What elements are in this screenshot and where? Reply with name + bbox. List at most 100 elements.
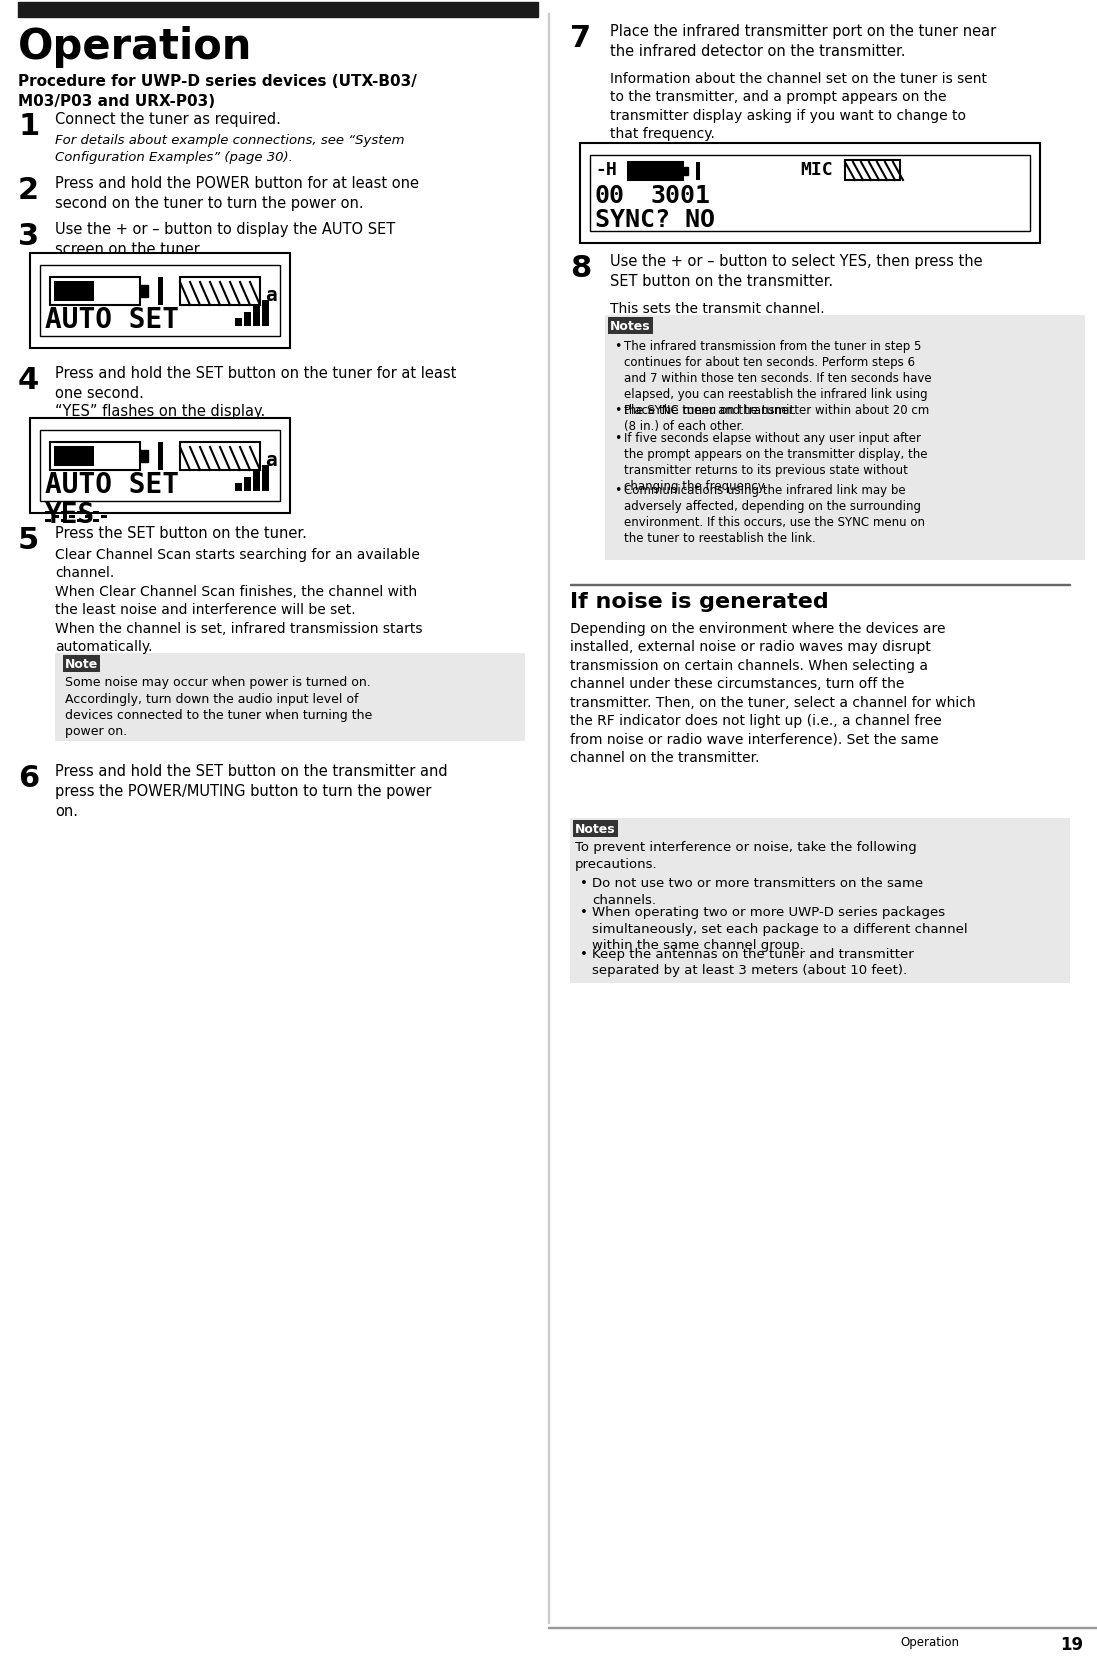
Text: 6: 6 [18,763,39,793]
Text: Press the SET button on the tuner.: Press the SET button on the tuner. [55,525,307,540]
Bar [627,162,683,181]
Bar [61,520,67,522]
Text: 7: 7 [570,23,591,54]
Text: Operation: Operation [18,27,252,69]
Text: Procedure for UWP-D series devices (UTX-B03/
M03/P03 and URX-P03): Procedure for UWP-D series devices (UTX-… [18,74,417,109]
Bar [54,281,94,301]
Text: 3: 3 [18,223,39,251]
Text: 4: 4 [18,366,39,395]
Text: Some noise may occur when power is turned on.
Accordingly, turn down the audio i: Some noise may occur when power is turne… [65,676,372,738]
Text: SYNC? NO: SYNC? NO [595,207,715,233]
Text: •: • [580,877,588,890]
Text: -H: -H [595,161,617,179]
Text: 5: 5 [18,525,39,555]
Bar [45,520,50,522]
Text: Information about the channel set on the tuner is sent
to the transmitter, and a: Information about the channel set on the… [610,72,987,141]
Text: Clear Channel Scan starts searching for an available
channel.
When Clear Channel: Clear Channel Scan starts searching for … [55,547,422,654]
Bar [50,443,140,470]
Bar [845,161,900,181]
Bar [606,316,1085,560]
Text: 1: 1 [18,112,39,141]
Bar [590,156,1030,233]
Text: Note: Note [65,657,99,671]
Text: Press and hold the SET button on the transmitter and
press the POWER/MUTING butt: Press and hold the SET button on the tra… [55,763,448,818]
Bar [695,162,700,181]
Text: •: • [580,947,588,960]
Text: Keep the antennas on the tuner and transmitter
separated by at least 3 meters (a: Keep the antennas on the tuner and trans… [592,947,914,977]
Text: •: • [614,432,621,445]
Bar [77,520,83,522]
Bar [84,515,91,519]
Bar [55,654,525,741]
Bar [262,465,269,492]
Text: Press and hold the SET button on the tuner for at least
one second.: Press and hold the SET button on the tun… [55,366,456,400]
Text: If noise is generated: If noise is generated [570,592,828,612]
Bar [93,520,99,522]
Bar [18,3,538,18]
Text: For details about example connections, see “System
Configuration Examples” (page: For details about example connections, s… [55,134,405,164]
Text: Depending on the environment where the devices are
installed, external noise or : Depending on the environment where the d… [570,622,975,765]
Bar [30,418,290,514]
Text: Operation: Operation [900,1635,959,1648]
Text: Place the infrared transmitter port on the tuner near
the infrared detector on t: Place the infrared transmitter port on t… [610,23,996,59]
Bar [77,512,83,515]
Text: To prevent interference or noise, take the following
precautions.: To prevent interference or noise, take t… [575,840,917,870]
Text: 8: 8 [570,254,591,283]
Text: Notes: Notes [575,823,615,835]
Text: YES: YES [45,500,95,529]
Text: “YES” flashes on the display.: “YES” flashes on the display. [55,403,265,418]
Text: Do not use two or more transmitters on the same
channels.: Do not use two or more transmitters on t… [592,877,923,907]
Bar [253,472,260,492]
Text: When operating two or more UWP-D series packages
simultaneously, set each packag: When operating two or more UWP-D series … [592,905,968,952]
Bar [69,515,75,519]
Bar [140,286,148,298]
Text: a: a [265,286,276,304]
Bar [50,278,140,306]
Text: 00: 00 [595,184,625,207]
Bar [39,430,280,502]
Bar [30,254,290,348]
Bar [93,512,99,515]
Text: AUTO SET: AUTO SET [45,306,179,335]
Bar [244,478,251,492]
Bar [39,266,280,336]
Text: •: • [580,905,588,918]
Text: Notes: Notes [610,320,651,333]
Text: a: a [265,450,276,470]
Bar [570,818,1070,984]
Bar [53,515,59,519]
Text: Use the + or – button to select YES, then press the
SET button on the transmitte: Use the + or – button to select YES, the… [610,254,983,289]
Text: Place the tuner and transmitter within about 20 cm
(8 in.) of each other.: Place the tuner and transmitter within a… [624,403,929,433]
Text: This sets the transmit channel.: This sets the transmit channel. [610,301,825,316]
Text: The infrared transmission from the tuner in step 5
continues for about ten secon: The infrared transmission from the tuner… [624,340,931,417]
Bar [45,512,50,515]
Bar [262,301,269,326]
Bar [61,512,67,515]
Bar [101,515,108,519]
Text: 2: 2 [18,176,39,204]
Text: MIC: MIC [800,161,833,179]
Text: 3001: 3001 [651,184,710,207]
Text: •: • [614,483,621,497]
Bar [158,443,163,470]
Text: Connect the tuner as required.: Connect the tuner as required. [55,112,281,127]
Text: Use the + or – button to display the AUTO SET
screen on the tuner.: Use the + or – button to display the AUT… [55,223,395,256]
Text: •: • [614,403,621,417]
Text: •: • [614,340,621,353]
Bar [235,483,242,492]
Text: Press and hold the POWER button for at least one
second on the tuner to turn the: Press and hold the POWER button for at l… [55,176,419,211]
Bar [683,167,688,176]
Text: If five seconds elapse without any user input after
the prompt appears on the tr: If five seconds elapse without any user … [624,432,927,494]
Text: AUTO SET: AUTO SET [45,470,179,499]
Text: Communications using the infrared link may be
adversely affected, depending on t: Communications using the infrared link m… [624,483,925,545]
Text: 19: 19 [1060,1635,1083,1653]
Bar [235,320,242,326]
Bar [180,278,260,306]
Bar [158,278,163,306]
Bar [54,447,94,467]
Bar [140,450,148,463]
Bar [244,313,251,326]
Bar [580,144,1040,244]
Bar [253,306,260,326]
Bar [180,443,260,470]
